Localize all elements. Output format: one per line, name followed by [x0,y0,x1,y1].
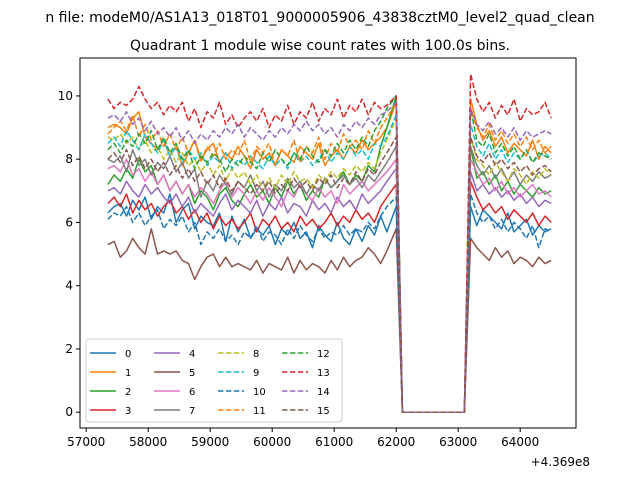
legend-label-14: 14 [317,387,330,398]
series-line-10 [107,193,552,413]
x-tick-label: 64000 [501,435,539,449]
plot-lines [107,73,552,413]
legend-label-10: 10 [253,387,266,398]
series-line-0 [107,193,552,413]
legend-label-1: 1 [125,368,131,379]
legend-label-13: 13 [317,368,330,379]
series-line-14 [107,101,552,413]
x-tick-label: 58000 [129,435,167,449]
axes-frame [79,57,577,429]
legend-label-11: 11 [253,406,266,417]
x-axis: 57000 58000 59000 60000 61000 62000 63000 64000 [67,428,539,449]
legend-box [85,338,343,423]
legend-label-9: 9 [253,368,259,379]
y-axis: 0 2 4 6 8 10 [58,89,80,419]
series-line-6 [107,158,552,413]
legend-label-4: 4 [189,349,195,360]
figure-suptitle: n file: modeM0/AS1A13_018T01_9000005906_… [45,10,594,26]
series-line-4 [107,167,552,413]
series-line-5 [107,228,552,413]
x-tick-label: 59000 [191,435,229,449]
y-tick-label: 8 [65,152,73,166]
series-line-11 [107,101,552,413]
x-tick-label: 62000 [377,435,415,449]
legend-label-6: 6 [189,387,195,398]
series-line-13 [107,73,552,413]
y-tick-label: 2 [65,342,73,356]
x-tick-label: 57000 [67,435,105,449]
x-offset-label: +4.369e8 [531,455,590,469]
y-tick-label: 6 [65,215,73,229]
legend-label-3: 3 [125,406,131,417]
legend-label-8: 8 [253,349,259,360]
y-tick-label: 10 [58,89,73,103]
legend-label-5: 5 [189,368,195,379]
x-tick-label: 60000 [253,435,291,449]
chart-title: Quadrant 1 module wise count rates with … [130,38,510,54]
legend-label-2: 2 [125,387,131,398]
x-tick-label: 61000 [315,435,353,449]
legend-label-7: 7 [189,406,195,417]
x-tick-label: 63000 [439,435,477,449]
legend-label-0: 0 [125,349,131,360]
legend-label-12: 12 [317,349,330,360]
series-line-3 [107,180,552,413]
series-line-12 [107,95,552,413]
legend-label-15: 15 [317,406,330,417]
y-tick-label: 4 [65,279,73,293]
series-line-7 [107,145,552,413]
y-tick-label: 0 [65,405,73,419]
